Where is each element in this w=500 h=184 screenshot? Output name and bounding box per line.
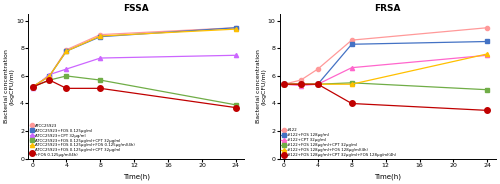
#122	[484, 27, 490, 29]
Legend: ATCC25923, ATCC25923+FOS 0.125μg/ml, ATCC25923+CPT 32μg/ml, ATCC25923+FOS 0.125μ: ATCC25923, ATCC25923+FOS 0.125μg/ml, ATC…	[30, 123, 136, 158]
#122+FOS 128μg/ml+CPT 32μg/ml+FOS 128μg/ml(4h)	[484, 109, 490, 112]
ATCC25923+FOS 0.125μg/ml+FOS 0.125μg/ml(4h)	[64, 50, 70, 52]
#122+CPT 32μg/ml	[281, 83, 287, 85]
Line: ATCC25923+FOS 0.125μg/ml: ATCC25923+FOS 0.125μg/ml	[30, 26, 238, 89]
#122+FOS 128μg/ml+FOS 128μg/ml(4h)	[298, 83, 304, 85]
#122+FOS 128μg/ml+CPT 32μg/ml+FOS 128μg/ml(4h)	[281, 83, 287, 85]
#122+CPT 32μg/ml	[315, 83, 321, 85]
ATCC25923	[233, 27, 239, 29]
ATCC25923+CPT 32μg/ml	[30, 87, 36, 89]
#122+FOS 128μg/ml+CPT 32μg/ml	[315, 83, 321, 85]
ATCC25923+CPT 32μg/ml	[46, 73, 52, 76]
ATCC25923	[30, 86, 36, 88]
#122+FOS 128μg/ml+CPT 32μg/ml+FOS 128μg/ml(4h)	[298, 83, 304, 85]
Line: ATCC25923: ATCC25923	[30, 26, 238, 89]
#122+FOS 128μg/ml+CPT 32μg/ml	[281, 83, 287, 85]
ATCC25923+CPT 32μg/ml	[98, 57, 103, 59]
ATCC25923	[98, 33, 103, 36]
Line: ATCC25923+CPT 32μg/ml: ATCC25923+CPT 32μg/ml	[30, 53, 238, 90]
ATCC25923+FOS 0.125μg/ml+CPT 32μg/ml
+FOS 0.125μg/ml(4h)	[233, 107, 239, 109]
#122+FOS 128μg/ml+CPT 32μg/ml+FOS 128μg/ml(4h)	[348, 102, 354, 105]
ATCC25923+FOS 0.125μg/ml	[233, 27, 239, 29]
#122+FOS 128μg/ml+CPT 32μg/ml	[484, 89, 490, 91]
ATCC25923+FOS 0.125μg/ml+CPT 32μg/ml	[46, 79, 52, 81]
Title: FRSA: FRSA	[374, 4, 401, 13]
ATCC25923+FOS 0.125μg/ml+CPT 32μg/ml	[64, 75, 70, 77]
#122+CPT 32μg/ml	[348, 67, 354, 69]
ATCC25923+FOS 0.125μg/ml+FOS 0.125μg/ml(4h)	[98, 35, 103, 37]
#122+FOS 128μg/ml	[315, 83, 321, 85]
#122+CPT 32μg/ml	[298, 84, 304, 87]
ATCC25923	[46, 75, 52, 77]
#122	[315, 68, 321, 70]
X-axis label: Time(h): Time(h)	[374, 173, 401, 180]
ATCC25923+FOS 0.125μg/ml	[30, 86, 36, 88]
ATCC25923+FOS 0.125μg/ml	[46, 75, 52, 77]
ATCC25923+FOS 0.125μg/ml+CPT 32μg/ml	[98, 79, 103, 81]
#122+FOS 128μg/ml+FOS 128μg/ml(4h)	[348, 83, 354, 85]
Line: #122+FOS 128μg/ml+CPT 32μg/ml: #122+FOS 128μg/ml+CPT 32μg/ml	[282, 81, 490, 92]
Line: #122+FOS 128μg/ml: #122+FOS 128μg/ml	[282, 39, 490, 86]
ATCC25923+FOS 0.125μg/ml+CPT 32μg/ml	[30, 86, 36, 88]
#122+FOS 128μg/ml	[281, 83, 287, 85]
#122+FOS 128μg/ml+CPT 32μg/ml	[348, 82, 354, 84]
ATCC25923+FOS 0.125μg/ml+CPT 32μg/ml	[233, 104, 239, 106]
ATCC25923+FOS 0.125μg/ml	[64, 50, 70, 52]
ATCC25923+FOS 0.125μg/ml+FOS 0.125μg/ml(4h)	[46, 75, 52, 77]
ATCC25923	[64, 49, 70, 51]
Line: #122+FOS 128μg/ml+CPT 32μg/ml+FOS 128μg/ml(4h): #122+FOS 128μg/ml+CPT 32μg/ml+FOS 128μg/…	[281, 82, 490, 113]
#122+FOS 128μg/ml+FOS 128μg/ml(4h)	[281, 83, 287, 85]
#122+FOS 128μg/ml+FOS 128μg/ml(4h)	[484, 53, 490, 55]
Y-axis label: Bacterial concentration
(logCFU/ml): Bacterial concentration (logCFU/ml)	[4, 49, 15, 123]
#122+FOS 128μg/ml+FOS 128μg/ml(4h)	[315, 83, 321, 85]
#122	[281, 83, 287, 85]
ATCC25923+FOS 0.125μg/ml	[98, 36, 103, 38]
ATCC25923+FOS 0.125μg/ml+FOS 0.125μg/ml(4h)	[30, 86, 36, 88]
#122+FOS 128μg/ml	[348, 43, 354, 45]
#122	[348, 39, 354, 41]
Line: ATCC25923+FOS 0.125μg/ml+CPT 32μg/ml: ATCC25923+FOS 0.125μg/ml+CPT 32μg/ml	[30, 74, 238, 107]
ATCC25923+CPT 32μg/ml	[64, 68, 70, 70]
ATCC25923+FOS 0.125μg/ml+FOS 0.125μg/ml(4h)	[233, 28, 239, 30]
#122	[298, 79, 304, 81]
ATCC25923+CPT 32μg/ml	[233, 54, 239, 56]
Title: FSSA: FSSA	[124, 4, 149, 13]
Legend: #122, #122+FOS 128μg/ml, #122+CPT 32μg/ml, #122+FOS 128μg/ml+CPT 32μg/ml, #122+F: #122, #122+FOS 128μg/ml, #122+CPT 32μg/m…	[281, 128, 396, 158]
ATCC25923+FOS 0.125μg/ml+CPT 32μg/ml
+FOS 0.125μg/ml(4h)	[98, 87, 103, 89]
Line: ATCC25923+FOS 0.125μg/ml+CPT 32μg/ml
+FOS 0.125μg/ml(4h): ATCC25923+FOS 0.125μg/ml+CPT 32μg/ml +FO…	[30, 77, 238, 110]
#122+CPT 32μg/ml	[484, 54, 490, 56]
Line: ATCC25923+FOS 0.125μg/ml+FOS 0.125μg/ml(4h): ATCC25923+FOS 0.125μg/ml+FOS 0.125μg/ml(…	[30, 27, 238, 89]
#122+FOS 128μg/ml	[484, 40, 490, 43]
X-axis label: Time(h): Time(h)	[123, 173, 150, 180]
#122+FOS 128μg/ml	[298, 83, 304, 85]
#122+FOS 128μg/ml+CPT 32μg/ml	[298, 83, 304, 85]
Y-axis label: Bacterial concentration
(logCFU/ml): Bacterial concentration (logCFU/ml)	[256, 49, 266, 123]
Line: #122: #122	[282, 26, 490, 86]
ATCC25923+FOS 0.125μg/ml+CPT 32μg/ml
+FOS 0.125μg/ml(4h)	[30, 86, 36, 88]
Line: #122+CPT 32μg/ml: #122+CPT 32μg/ml	[282, 53, 490, 88]
Line: #122+FOS 128μg/ml+FOS 128μg/ml(4h): #122+FOS 128μg/ml+FOS 128μg/ml(4h)	[282, 52, 490, 86]
ATCC25923+FOS 0.125μg/ml+CPT 32μg/ml
+FOS 0.125μg/ml(4h)	[46, 79, 52, 81]
ATCC25923+FOS 0.125μg/ml+CPT 32μg/ml
+FOS 0.125μg/ml(4h)	[64, 87, 70, 89]
#122+FOS 128μg/ml+CPT 32μg/ml+FOS 128μg/ml(4h)	[315, 83, 321, 85]
